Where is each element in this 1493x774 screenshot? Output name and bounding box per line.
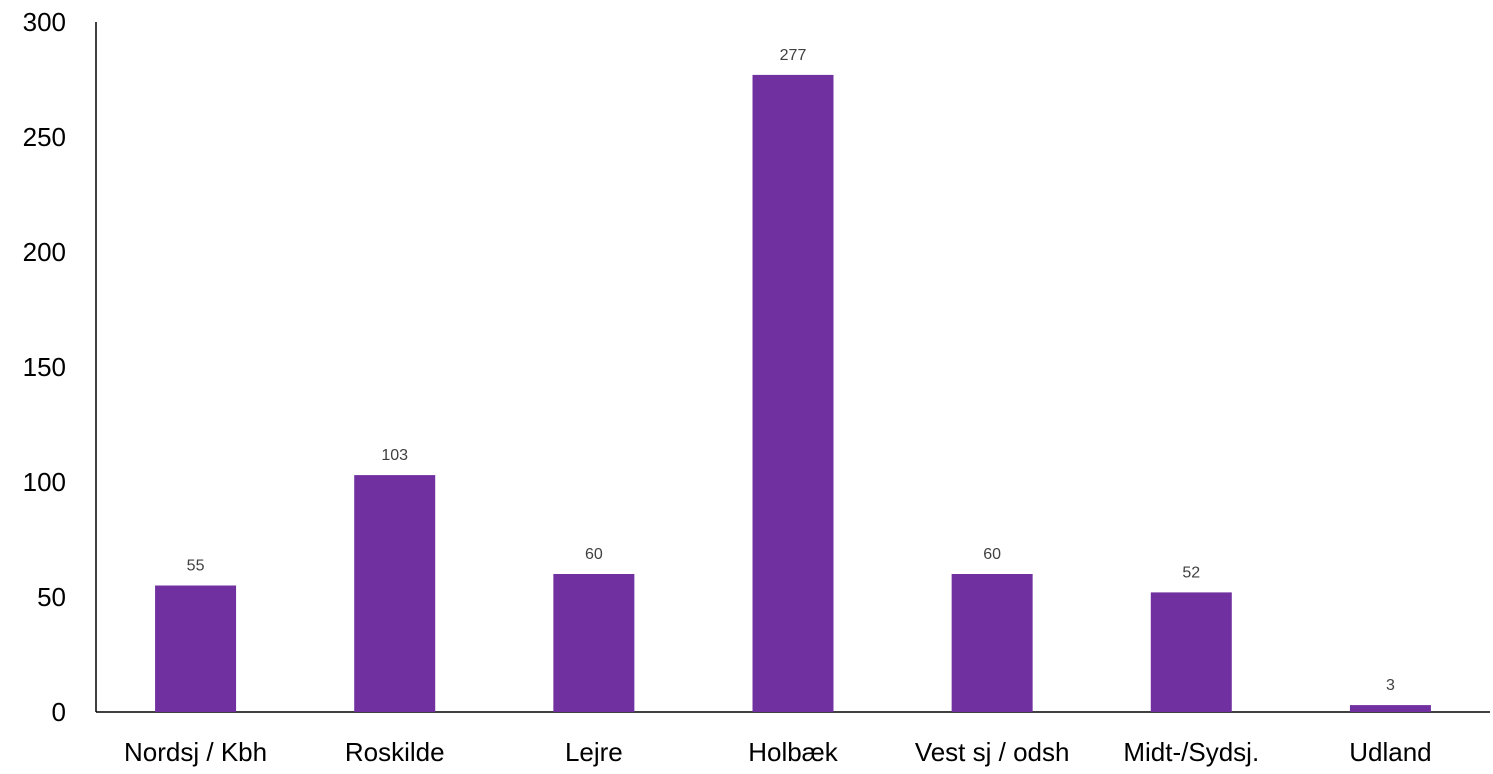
- x-category-label: Vest sj / odsh: [915, 737, 1070, 767]
- y-tick-label: 200: [23, 237, 66, 267]
- bar: [553, 574, 635, 712]
- bar: [752, 74, 834, 712]
- data-label: 60: [983, 546, 1001, 563]
- y-tick-label: 300: [23, 7, 66, 37]
- data-label: 60: [585, 546, 603, 563]
- y-tick-label: 50: [37, 582, 66, 612]
- x-category-label: Roskilde: [345, 737, 445, 767]
- data-label: 277: [780, 47, 807, 64]
- x-category-label: Midt-/Sydsj.: [1123, 737, 1259, 767]
- y-tick-label: 250: [23, 122, 66, 152]
- x-category-label: Nordsj / Kbh: [124, 737, 267, 767]
- y-tick-label: 150: [23, 352, 66, 382]
- x-category-label: Holbæk: [748, 737, 839, 767]
- labels: 0 50 100 150 200 250 300 55 Nordsj / Kbh 103 Roski…: [23, 7, 1432, 767]
- bar: [1349, 705, 1431, 712]
- data-label: 55: [187, 558, 205, 575]
- bar: [1150, 592, 1232, 712]
- bar: [155, 585, 237, 712]
- data-label: 52: [1182, 564, 1200, 581]
- x-category-label: Udland: [1349, 737, 1431, 767]
- bar: [951, 574, 1033, 712]
- x-category-label: Lejre: [565, 737, 623, 767]
- bar: [354, 475, 436, 712]
- y-tick-label: 0: [52, 697, 66, 727]
- y-tick-label: 100: [23, 467, 66, 497]
- data-label: 103: [381, 447, 408, 464]
- bars: [155, 74, 1431, 712]
- data-label: 3: [1386, 677, 1395, 694]
